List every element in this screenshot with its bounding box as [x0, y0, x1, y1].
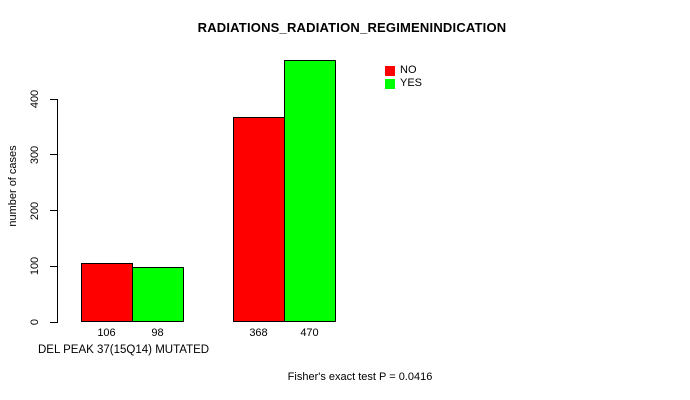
stat-annotation: Fisher's exact test P = 0.0416 [287, 371, 433, 383]
bar-no-group1 [81, 263, 133, 322]
bar-yes-group1 [132, 267, 184, 322]
bar-value-label: 106 [97, 327, 116, 339]
y-tick-mark [50, 321, 57, 323]
legend-item-yes: YES [385, 77, 422, 90]
legend-label: YES [400, 77, 423, 89]
x-axis-label: DEL PEAK 37(15Q14) MUTATED [38, 344, 210, 356]
y-axis-title: number of cases [7, 145, 19, 227]
legend-swatch-icon [385, 78, 395, 89]
bar-value-label: 98 [151, 327, 164, 339]
bar-value-label: 368 [249, 327, 268, 339]
y-tick-mark [50, 98, 57, 100]
y-tick-label: 0 [29, 318, 41, 326]
y-tick-label: 400 [29, 89, 41, 109]
y-tick-mark [50, 210, 57, 211]
y-tick-label: 100 [29, 257, 41, 276]
bar-no-group2 [233, 117, 285, 322]
y-tick-mark [50, 154, 57, 156]
legend-item-no: NO [385, 64, 422, 77]
bar-value-label: 470 [300, 327, 319, 339]
y-tick-mark [50, 265, 57, 267]
bar-yes-group2 [284, 60, 336, 322]
legend-label: NO [400, 64, 417, 76]
legend: NO YES [385, 64, 422, 90]
y-tick-label: 300 [29, 145, 41, 164]
y-tick-label: 200 [29, 201, 41, 220]
y-axis-line [57, 99, 58, 323]
chart-title: RADIATIONS_RADIATION_REGIMENINDICATION [197, 20, 507, 35]
legend-swatch-icon [385, 65, 395, 76]
